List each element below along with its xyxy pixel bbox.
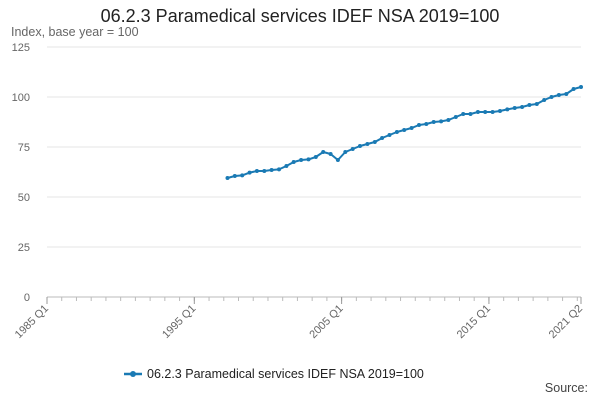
data-point[interactable] <box>461 112 466 116</box>
data-point[interactable] <box>446 118 451 122</box>
y-axis-ticks: 0 25 50 75 100 125 <box>12 42 30 304</box>
data-point[interactable] <box>431 120 436 124</box>
data-point[interactable] <box>402 128 407 132</box>
legend-dot-marker <box>130 371 136 377</box>
x-tick-label: 2015 Q1 <box>455 303 493 341</box>
data-point[interactable] <box>490 110 495 114</box>
data-point[interactable] <box>571 87 576 91</box>
data-point[interactable] <box>306 157 311 162</box>
data-point[interactable] <box>225 176 230 180</box>
y-tick-label: 25 <box>18 242 30 254</box>
data-point[interactable] <box>269 168 274 172</box>
chart-title: 06.2.3 Paramedical services IDEF NSA 201… <box>100 6 500 26</box>
data-point[interactable] <box>254 169 259 173</box>
data-point[interactable] <box>321 150 326 154</box>
data-point[interactable] <box>343 150 348 154</box>
data-point[interactable] <box>372 140 377 144</box>
data-point[interactable] <box>328 152 333 156</box>
data-point[interactable] <box>313 155 318 159</box>
legend-label: 06.2.3 Paramedical services IDEF NSA 201… <box>147 367 424 381</box>
data-point[interactable] <box>579 85 583 89</box>
y-tick-label: 125 <box>12 42 30 54</box>
data-point[interactable] <box>483 110 488 114</box>
data-point[interactable] <box>358 144 362 148</box>
series-layer <box>225 85 583 180</box>
data-point[interactable] <box>468 112 473 116</box>
data-point[interactable] <box>498 109 502 113</box>
data-point[interactable] <box>350 147 355 151</box>
legend[interactable]: 06.2.3 Paramedical services IDEF NSA 201… <box>124 367 424 381</box>
y-tick-label: 0 <box>24 292 30 304</box>
data-point[interactable] <box>394 130 399 134</box>
data-point[interactable] <box>453 115 458 119</box>
data-point[interactable] <box>556 93 561 97</box>
x-tick-label: 2005 Q1 <box>307 303 345 341</box>
data-point[interactable] <box>387 133 392 137</box>
data-point[interactable] <box>439 119 444 124</box>
data-point[interactable] <box>277 167 281 172</box>
data-point[interactable] <box>409 126 414 130</box>
data-point[interactable] <box>247 170 252 175</box>
y-axis-unit-label: Index, base year = 100 <box>11 25 139 39</box>
data-point[interactable] <box>505 107 510 112</box>
data-point[interactable] <box>299 158 304 162</box>
data-point[interactable] <box>542 98 547 102</box>
data-point[interactable] <box>527 103 532 107</box>
y-tick-label: 75 <box>18 142 30 154</box>
data-point[interactable] <box>512 106 517 110</box>
data-point[interactable] <box>417 123 421 127</box>
x-axis: 1985 Q1 1995 Q1 2005 Q1 2015 Q1 2021 Q2 <box>13 297 585 341</box>
y-tick-label: 100 <box>12 92 30 104</box>
data-point[interactable] <box>534 102 539 106</box>
gridlines <box>47 46 581 298</box>
data-point[interactable] <box>232 174 237 178</box>
data-point[interactable] <box>520 105 525 109</box>
x-tick-label: 1995 Q1 <box>160 303 198 341</box>
data-point[interactable] <box>262 169 267 173</box>
data-point[interactable] <box>240 173 245 178</box>
y-tick-label: 50 <box>18 192 30 204</box>
data-point[interactable] <box>291 160 296 164</box>
data-point[interactable] <box>335 158 340 162</box>
data-point[interactable] <box>475 110 480 114</box>
data-point[interactable] <box>564 92 569 96</box>
data-point[interactable] <box>380 136 385 140</box>
data-point[interactable] <box>284 164 289 168</box>
data-point[interactable] <box>549 95 554 99</box>
x-tick-label: 2021 Q2 <box>547 303 585 341</box>
x-tick-label: 1985 Q1 <box>13 303 51 341</box>
source-label: Source: <box>544 381 588 395</box>
series-line <box>227 86 582 179</box>
data-point[interactable] <box>365 142 370 146</box>
data-point[interactable] <box>424 122 429 126</box>
